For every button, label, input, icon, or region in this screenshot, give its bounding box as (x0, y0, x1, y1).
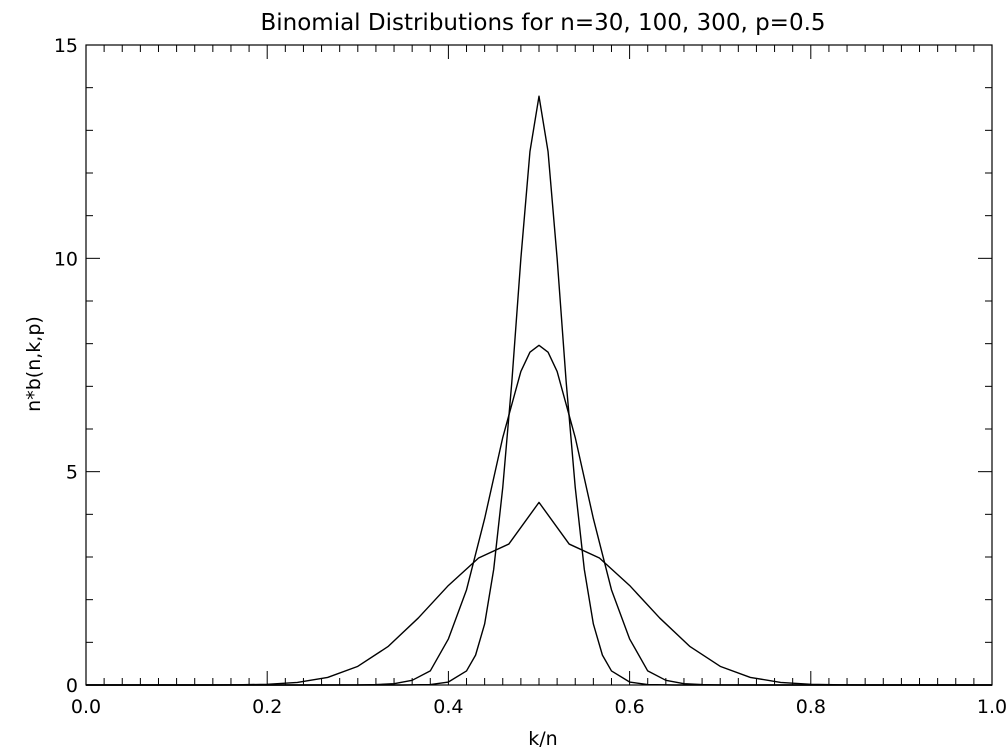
y-tick-label: 0 (66, 675, 78, 697)
y-axis-label: n*b(n,k,p) (23, 316, 45, 412)
series-line-n100 (86, 344, 992, 686)
y-tick-label: 15 (54, 35, 78, 57)
chart-title: Binomial Distributions for n=30, 100, 30… (260, 10, 825, 36)
x-tick-label: 1.0 (977, 696, 1007, 718)
y-tick-label: 10 (54, 248, 78, 270)
x-tick-label: 0.8 (796, 696, 826, 718)
y-tick-label: 5 (66, 462, 78, 484)
x-tick-label: 0.0 (71, 696, 101, 718)
x-axis-label: k/n (528, 728, 557, 750)
x-tick-label: 0.2 (252, 696, 282, 718)
series-lines (86, 95, 992, 686)
axis-ticks (85, 44, 993, 686)
x-tick-label: 0.4 (433, 696, 463, 718)
plot-frame (85, 44, 993, 686)
series-line-n300 (86, 95, 992, 686)
tick-labels: 0.0 0.2 0.4 0.6 0.8 1.0 0 5 10 15 (54, 35, 1007, 718)
series-line-n30 (86, 501, 992, 686)
x-tick-label: 0.6 (614, 696, 644, 718)
